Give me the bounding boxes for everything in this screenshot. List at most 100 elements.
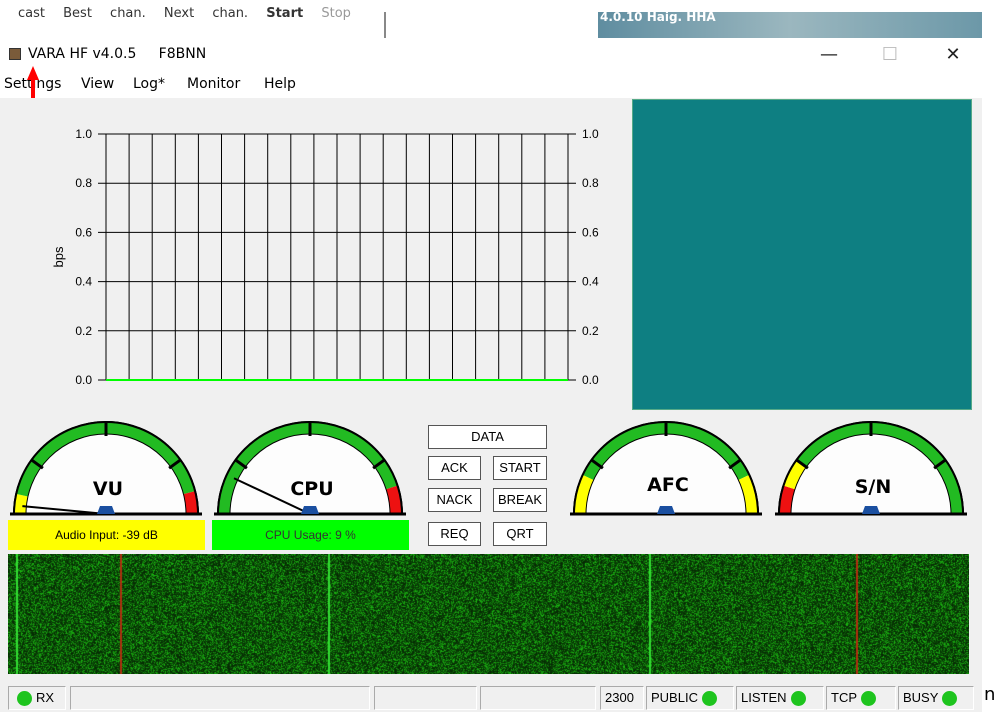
y-tick-right: 0.8	[582, 176, 599, 190]
menu-monitor[interactable]: Monitor	[187, 76, 241, 92]
y-tick-left: 0.2	[75, 324, 92, 338]
menu-help[interactable]: Help	[264, 76, 296, 92]
menu-bar: Settings View Log* Monitor Help	[0, 72, 982, 98]
rx-indicator: RX	[8, 686, 66, 710]
public-indicator: PUBLIC	[646, 686, 734, 710]
audio-input-bar: Audio Input: -39 dB	[8, 520, 205, 550]
vara-window: VARA HF v4.0.5 F8BNN — ☐ ✕ Settings View…	[0, 38, 982, 712]
background-toolbar: cast Best chan. Next chan. Start Stop	[18, 6, 351, 21]
public-label: PUBLIC	[651, 690, 698, 705]
gauge-tick	[590, 458, 604, 470]
bg-stop-label: Stop	[321, 6, 351, 21]
gauge-arc-segment	[218, 422, 398, 515]
sn-gauge: S/N	[773, 416, 973, 526]
gauge-arc-segment	[796, 422, 963, 515]
busy-indicator: BUSY	[898, 686, 974, 710]
app-icon	[9, 48, 21, 60]
vu-label: VU	[92, 478, 124, 500]
status-field-3	[480, 686, 596, 710]
y-tick-right: 0.4	[582, 275, 599, 289]
y-tick-right: 0.0	[582, 373, 599, 387]
menu-log[interactable]: Log*	[133, 76, 166, 92]
bandwidth-field: 2300	[600, 686, 644, 710]
callsign: F8BNN	[158, 46, 207, 62]
gauge-pivot	[97, 506, 115, 514]
req-button[interactable]: REQ	[428, 522, 481, 546]
busy-label: BUSY	[903, 690, 939, 705]
chart-svg: 1.0 1.0 0.8 0.8 0.6 0.6 0.4 0.4 0.2 0.2 0.0 0.0 bps	[51, 127, 599, 387]
app-title: VARA HF v4.0.5	[28, 46, 137, 62]
ack-button[interactable]: ACK	[428, 456, 481, 480]
y-tick-right: 0.2	[582, 324, 599, 338]
tcp-led-icon	[861, 691, 876, 707]
spectrum-waterfall	[8, 554, 969, 674]
data-button[interactable]: DATA	[428, 425, 547, 449]
bg-divider	[384, 12, 386, 38]
status-bar: RX 2300 PUBLIC LISTEN TCP BUSY	[0, 684, 982, 712]
afc-label: AFC	[647, 474, 689, 496]
bg-best-chan-text: Best chan.	[63, 6, 146, 21]
gauge-tick	[933, 458, 947, 470]
gauge-pivot	[657, 506, 675, 514]
qrt-button[interactable]: QRT	[493, 522, 547, 546]
gauge-needle	[233, 477, 311, 515]
cpu-gauge-dial	[214, 421, 406, 516]
rx-led-icon	[17, 691, 32, 707]
afc-gauge: AFC	[568, 416, 768, 526]
bg-start-label: Start	[266, 6, 304, 21]
nack-button[interactable]: NACK	[428, 488, 481, 512]
gauge-tick	[372, 458, 386, 470]
cpu-label: CPU	[290, 478, 334, 500]
bg-cast-text: cast	[18, 6, 45, 21]
y-tick-left: 0.6	[75, 225, 92, 239]
sn-gauge-dial	[775, 421, 967, 516]
background-window: cast Best chan. Next chan. Start Stop 4.…	[0, 0, 995, 38]
maximize-icon: ☐	[881, 44, 899, 65]
y-tick-left: 0.8	[75, 176, 92, 190]
y-tick-left: 0.4	[75, 275, 92, 289]
busy-led-icon	[942, 691, 958, 707]
status-field-1	[70, 686, 370, 710]
constellation-display	[632, 99, 972, 410]
y-tick-left: 0.0	[75, 373, 92, 387]
gauge-needle	[22, 505, 107, 515]
break-button[interactable]: BREAK	[493, 488, 547, 512]
gauge-tick	[795, 458, 809, 470]
gauge-pivot	[301, 506, 319, 514]
trailing-text: n	[984, 684, 995, 705]
public-led-icon	[701, 691, 717, 707]
listen-led-icon	[790, 691, 806, 707]
tcp-indicator: TCP	[826, 686, 896, 710]
status-field-2	[374, 686, 477, 710]
title-bar[interactable]: VARA HF v4.0.5 F8BNN — ☐ ✕	[0, 38, 982, 72]
close-button[interactable]: ✕	[930, 42, 976, 68]
y-tick-left: 1.0	[75, 127, 92, 141]
throughput-chart: 1.0 1.0 0.8 0.8 0.6 0.6 0.4 0.4 0.2 0.2 0.0 0.0 bps	[8, 98, 622, 410]
rx-label: RX	[36, 690, 55, 705]
close-icon: ✕	[945, 44, 961, 65]
maximize-button[interactable]: ☐	[867, 42, 913, 68]
vu-gauge-dial	[10, 421, 202, 516]
minimize-button[interactable]: —	[806, 42, 852, 68]
cpu-gauge: CPU	[212, 416, 412, 526]
y-tick-right: 1.0	[582, 127, 599, 141]
start-button[interactable]: START	[493, 456, 547, 480]
window-title: VARA HF v4.0.5 F8BNN	[28, 46, 206, 62]
spectrum-canvas	[8, 554, 969, 674]
y-axis-label: bps	[51, 246, 66, 267]
tcp-label: TCP	[831, 690, 857, 705]
gauge-tick	[30, 458, 44, 470]
cpu-usage-bar: CPU Usage: 9 %	[212, 520, 409, 550]
bg-image: 4.0.10 Haig. HHA	[598, 10, 982, 38]
listen-label: LISTEN	[741, 690, 787, 705]
gauge-pivot	[862, 506, 880, 514]
sn-label: S/N	[854, 476, 892, 498]
listen-indicator: LISTEN	[736, 686, 824, 710]
afc-gauge-dial	[570, 421, 762, 516]
gauge-tick	[728, 458, 742, 470]
menu-view[interactable]: View	[81, 76, 115, 92]
bg-image-text: 4.0.10 Haig. HHA	[600, 10, 716, 24]
y-tick-right: 0.6	[582, 225, 599, 239]
bg-next-chan-text: Next chan.	[163, 6, 249, 21]
gauge-tick	[168, 458, 182, 470]
